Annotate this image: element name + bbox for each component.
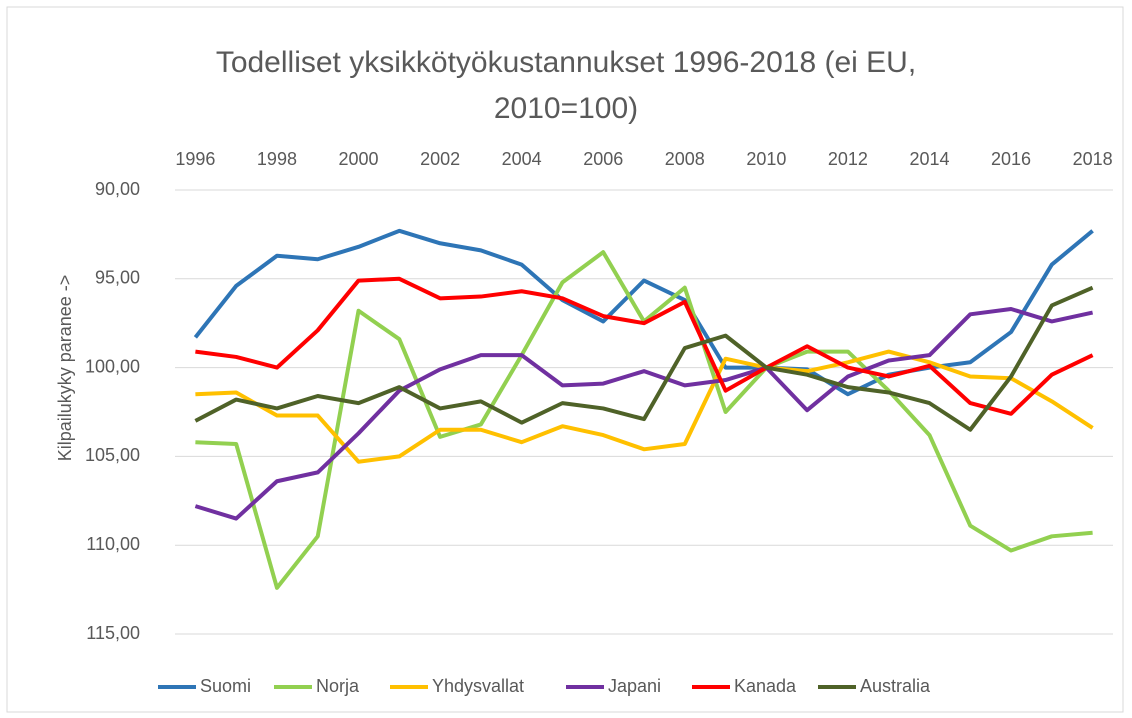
- x-tick-label: 2006: [583, 149, 623, 169]
- x-tick-label: 2004: [502, 149, 542, 169]
- series-line: [194, 285, 1094, 432]
- series-line: [195, 349, 1094, 464]
- x-tick-label: 2010: [746, 149, 786, 169]
- y-tick-label: 110,00: [86, 534, 140, 554]
- y-tick-label: 100,00: [85, 356, 140, 376]
- x-tick-label: 2014: [909, 149, 949, 169]
- y-tick-label: 105,00: [85, 445, 140, 465]
- legend-label: Australia: [860, 676, 931, 696]
- x-tick-label: 2000: [338, 149, 378, 169]
- x-tick-label: 2016: [991, 149, 1031, 169]
- x-tick-label: 1996: [175, 149, 215, 169]
- legend-label: Suomi: [200, 676, 251, 696]
- chart-title: Todelliset yksikkötyökustannukset 1996-2…: [215, 46, 917, 125]
- x-tick-label: 2008: [665, 149, 705, 169]
- y-tick-label: 95,00: [95, 268, 140, 288]
- chart-frame: [6, 6, 1124, 713]
- x-tick-label: 2002: [420, 149, 460, 169]
- legend-label: Japani: [608, 676, 661, 696]
- legend-label: Kanada: [734, 676, 797, 696]
- legend-label: Norja: [316, 676, 360, 696]
- series-line: [194, 306, 1094, 521]
- x-tick-label: 2012: [828, 149, 868, 169]
- y-tick-label: 115,00: [86, 623, 140, 643]
- y-tick-label: 90,00: [95, 179, 140, 199]
- x-tick-label: 2018: [1073, 149, 1113, 169]
- x-tick-label: 1998: [257, 149, 297, 169]
- series-line: [195, 276, 1094, 416]
- y-axis-label: Kilpailukyky paranee ->: [55, 275, 75, 462]
- legend-label: Yhdysvallat: [432, 676, 524, 696]
